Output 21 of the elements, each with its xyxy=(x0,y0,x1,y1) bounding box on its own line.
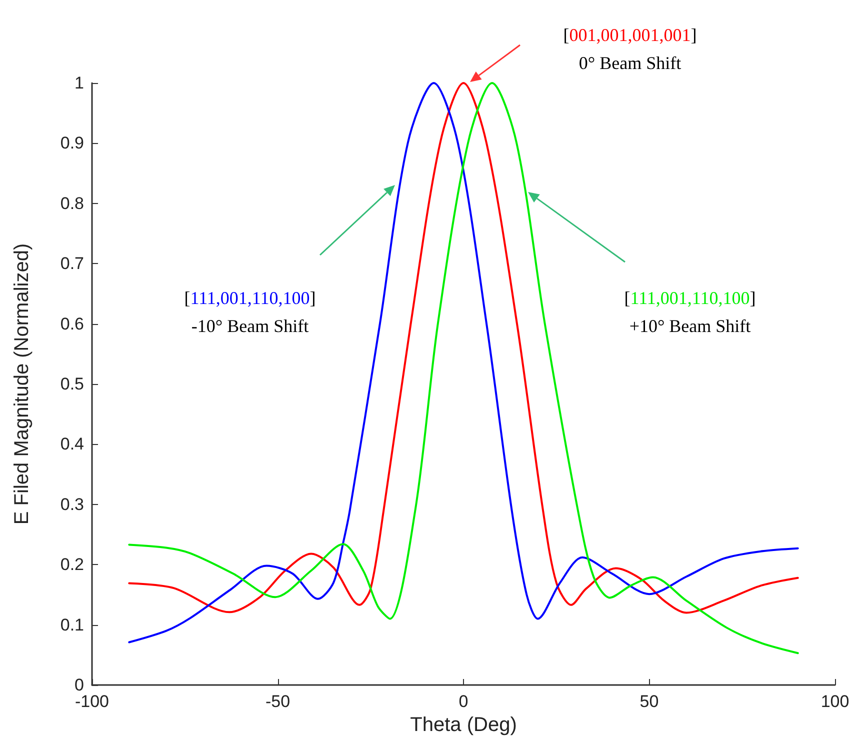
annotation: [111,001,110,100] +10° Beam Shift xyxy=(624,288,756,336)
y-tick-label: 0.8 xyxy=(60,194,84,213)
x-axis-title: Theta (Deg) xyxy=(410,714,517,736)
y-tick-label: 0.9 xyxy=(60,134,84,153)
y-tick-label: 0 xyxy=(74,676,84,694)
x-tick-label: 0 xyxy=(458,692,468,711)
annotation: [111,001,110,100] -10° Beam Shift xyxy=(184,288,316,336)
y-axis-title: E Filed Magnitude (Normalized) xyxy=(11,243,33,525)
y-tick-label: 0.4 xyxy=(60,434,84,454)
x-tick-label: -50 xyxy=(265,692,290,711)
x-tick-label: 100 xyxy=(820,692,850,711)
x-tick-label: 50 xyxy=(640,692,659,711)
y-tick-label: 1 xyxy=(74,74,84,92)
y-tick-label: 0.1 xyxy=(60,615,84,634)
y-tick-label: 0.5 xyxy=(60,374,84,394)
x-tick-label: -100 xyxy=(74,692,110,711)
y-tick-label: 0.2 xyxy=(60,555,84,574)
y-tick-label: 0.3 xyxy=(60,494,84,514)
text: [001,001,001,001] 0° Beam Shift xyxy=(563,25,697,73)
y-tick-label: 0.6 xyxy=(60,314,84,334)
y-tick-label: 0.7 xyxy=(60,254,84,274)
